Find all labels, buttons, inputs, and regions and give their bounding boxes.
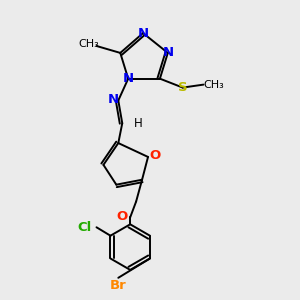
Text: H: H (134, 117, 143, 130)
Text: CH₃: CH₃ (78, 39, 99, 49)
Text: N: N (162, 46, 173, 59)
Text: Br: Br (110, 279, 127, 292)
Text: O: O (117, 210, 128, 223)
Text: N: N (123, 72, 134, 85)
Text: N: N (137, 27, 148, 40)
Text: O: O (149, 149, 161, 162)
Text: N: N (108, 93, 119, 106)
Text: S: S (178, 81, 188, 94)
Text: CH₃: CH₃ (203, 80, 224, 90)
Text: Cl: Cl (77, 221, 92, 234)
